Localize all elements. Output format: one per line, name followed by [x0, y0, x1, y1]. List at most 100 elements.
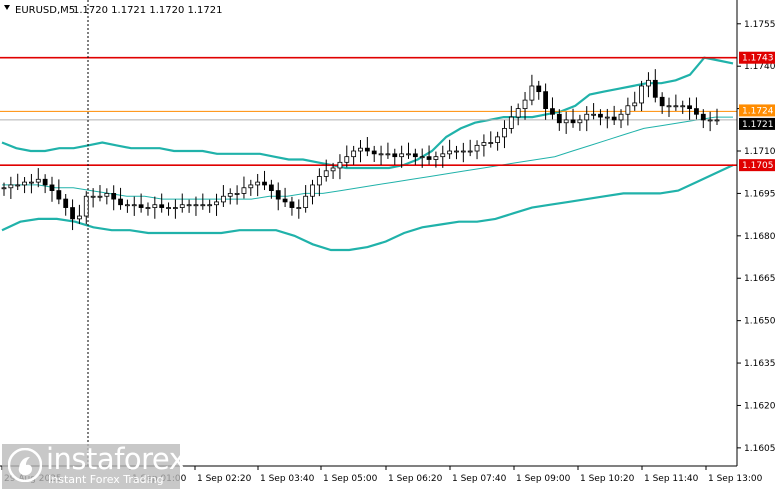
- level-price-tag: [739, 51, 775, 64]
- y-tick-label: 1.1710: [744, 147, 776, 157]
- candle-bull: [29, 181, 34, 184]
- candle-bear: [111, 193, 117, 200]
- candle-bull: [330, 167, 336, 172]
- candle-bull: [378, 153, 384, 156]
- y-tick-label: 1.1650: [744, 317, 776, 327]
- candle-bear: [138, 204, 144, 208]
- candle-bull: [35, 178, 41, 183]
- candle-bull: [193, 204, 199, 207]
- lower-band: [1, 164, 734, 252]
- candle-bull: [145, 207, 151, 209]
- candle-bull: [666, 105, 672, 108]
- candle-bear: [426, 156, 432, 160]
- candle-bear: [543, 91, 549, 110]
- candle-bull: [680, 105, 686, 108]
- candle-bull: [577, 119, 583, 124]
- candle-bull: [625, 105, 631, 115]
- candle-bull: [207, 204, 213, 207]
- candle-bear: [700, 113, 706, 121]
- x-tick-label: 1 Sep 07:40: [452, 474, 507, 484]
- candle-bull: [104, 193, 110, 197]
- candle-bull: [433, 156, 439, 160]
- candle-bull: [529, 85, 535, 101]
- candle-bear: [687, 105, 692, 110]
- candle-bear: [652, 79, 658, 98]
- level-price-text: 1.1705: [742, 161, 774, 171]
- candle-bear: [659, 96, 665, 107]
- x-tick-label: 1 Sep 02:20: [197, 474, 252, 484]
- candle-bull: [406, 153, 411, 156]
- candle-bull: [323, 170, 329, 177]
- candle-bull: [467, 150, 473, 153]
- candle-bull: [296, 207, 302, 209]
- candle-bull: [618, 113, 624, 121]
- candle-bear: [289, 201, 295, 208]
- current-price-text: 1.1724: [742, 106, 774, 116]
- y-tick-label: 1.1695: [744, 189, 776, 199]
- candle-bull: [15, 184, 21, 187]
- current-price-text: 1.1721: [742, 120, 774, 130]
- ohlc-values: 1.1720 1.1721 1.1720 1.1721: [73, 5, 223, 16]
- candle-bull: [385, 153, 391, 156]
- candle-bull: [673, 105, 679, 108]
- y-tick-label: 1.1620: [744, 401, 776, 411]
- candle-bear: [159, 204, 165, 208]
- current-price-tag: [739, 117, 775, 130]
- candle-bear: [275, 190, 281, 200]
- candle-bull: [358, 147, 363, 152]
- y-tick-label: 1.1755: [744, 20, 776, 30]
- candle-bull: [337, 161, 343, 169]
- candle-bull: [399, 153, 405, 158]
- y-tick-label: 1.1740: [744, 62, 776, 72]
- candle-bull: [97, 195, 103, 198]
- candle-bull: [22, 181, 27, 186]
- candle-bear: [536, 85, 542, 93]
- candle-bull: [508, 116, 514, 129]
- candle-bear: [262, 181, 267, 186]
- candle-bull: [515, 108, 521, 118]
- symbol-label: EURUSD,M5: [15, 5, 75, 16]
- price-axis-panel: [737, 0, 781, 489]
- candle-bull: [481, 142, 487, 146]
- candle-bull: [440, 153, 446, 158]
- candle-bull: [248, 184, 254, 189]
- candle-bear: [392, 153, 398, 158]
- candles: [1, 69, 720, 231]
- candle-bear: [70, 207, 75, 220]
- candle-bull: [200, 204, 206, 207]
- bollinger-bands: [1, 56, 734, 252]
- level-price-text: 1.1743: [742, 54, 774, 64]
- candle-bull: [502, 127, 507, 138]
- x-tick-label: 1 Sep 06:20: [388, 474, 443, 484]
- candle-bull: [241, 187, 247, 194]
- y-tick-label: 1.1665: [744, 274, 776, 284]
- candle-bull: [220, 195, 226, 203]
- x-tick-label: 1 Sep 03:40: [260, 474, 315, 484]
- candle-bear: [412, 153, 418, 158]
- candle-bear: [570, 119, 576, 124]
- candle-bull: [186, 204, 192, 207]
- candle-bull: [522, 99, 528, 110]
- candle-bull: [454, 150, 459, 153]
- candle-bull: [714, 119, 720, 122]
- candle-bull: [604, 116, 610, 119]
- candle-bear: [598, 113, 603, 118]
- y-tick-label: 1.1680: [744, 232, 776, 242]
- candle-bull: [310, 184, 315, 197]
- candle-bear: [118, 198, 123, 206]
- candle-bull: [152, 204, 158, 208]
- candle-bear: [268, 184, 274, 191]
- candle-bull: [90, 195, 96, 198]
- price-labels: 1.1743 1.1705 1.1724 1.1721: [739, 51, 775, 172]
- triangle-down-icon[interactable]: [4, 5, 10, 10]
- candle-bull: [646, 79, 651, 87]
- candle-bear: [611, 116, 617, 121]
- candle-bull: [639, 85, 644, 104]
- candle-bull: [584, 113, 590, 121]
- candle-bull: [495, 136, 501, 143]
- candle-bull: [172, 207, 178, 209]
- candle-bull: [316, 176, 322, 186]
- level-lines: [0, 56, 737, 166]
